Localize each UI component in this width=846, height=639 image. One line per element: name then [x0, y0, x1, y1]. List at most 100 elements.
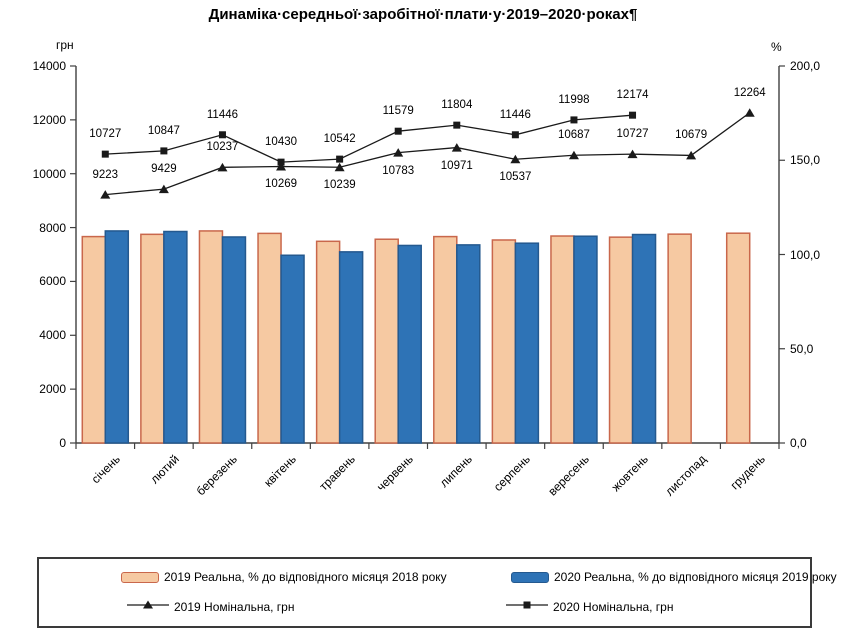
line-point-value-label: 10727 — [616, 128, 649, 141]
line-point-value-label: 11579 — [382, 105, 414, 118]
legend-item-2020-nominal: 2020 Номінальна, грн — [506, 599, 674, 614]
square-marker — [394, 127, 402, 135]
triangle-marker — [744, 108, 755, 117]
line-point-value-label: 11998 — [558, 93, 590, 106]
line-point-value-label: 10847 — [147, 124, 180, 137]
square-marker — [453, 121, 461, 129]
right-axis-tick-label: 150,0 — [790, 153, 821, 168]
legend-item-2019-nominal: 2019 Номінальна, грн — [127, 599, 295, 614]
left-axis-unit-label: грн — [56, 38, 74, 52]
line-point-value-label: 9429 — [151, 163, 177, 176]
square-marker — [570, 116, 578, 124]
left-axis-tick-label: 0 — [59, 436, 66, 450]
left-axis-tick-label: 10000 — [32, 166, 66, 181]
legend-item-2020-real: 2020 Реальна, % до відповідного місяця 2… — [511, 570, 837, 584]
line-point-value-label: 10679 — [675, 129, 708, 142]
bar-2019-real — [725, 232, 751, 444]
bar-2019-real — [374, 238, 399, 444]
square-marker — [511, 131, 519, 139]
legend-item-2019-real: 2019 Реальна, % до відповідного місяця 2… — [121, 570, 447, 584]
bar-2019-real — [491, 239, 517, 444]
triangle-marker — [276, 161, 287, 171]
chart-plot-area: 14000 12000 10000 8000 6000 4000 2000 0 200,0 150… — [32, 59, 821, 499]
triangle-marker — [217, 162, 228, 172]
legend-swatch-2020-real-bar — [511, 571, 549, 583]
bar-2020-real — [221, 236, 247, 444]
square-marker — [160, 147, 168, 155]
legend-triangle-line-icon — [127, 599, 169, 614]
bar-2019-real — [550, 235, 575, 444]
left-axis-tick-label: 2000 — [39, 382, 66, 397]
line-point-value-label: 10237 — [206, 141, 239, 154]
square-marker — [101, 150, 109, 158]
left-axis-tick-label: 14000 — [32, 59, 66, 73]
bar-2019-real — [608, 236, 634, 444]
left-axis-tick-label: 12000 — [32, 112, 66, 127]
bar-2020-real — [631, 233, 657, 444]
right-axis-tick-label: 100,0 — [790, 247, 821, 262]
legend-square-line-icon — [506, 599, 548, 614]
line-point-value-label: 10783 — [382, 164, 415, 177]
triangle-marker — [393, 148, 404, 157]
triangle-marker — [510, 154, 521, 164]
bar-2020-real — [514, 242, 540, 444]
line-point-value-label: 10430 — [265, 136, 298, 149]
right-axis-tick-label: 50,0 — [790, 341, 814, 356]
line-point-value-label: 10727 — [89, 128, 122, 141]
bar-2020-real — [338, 251, 364, 444]
right-axis-tick-label: 200,0 — [790, 59, 821, 73]
triangle-marker — [627, 149, 638, 159]
triangle-marker — [686, 150, 697, 160]
line-point-value-label: 12174 — [616, 89, 649, 102]
bar-2019-real — [433, 235, 458, 444]
line-point-value-label: 10687 — [557, 129, 590, 142]
square-marker — [336, 155, 344, 163]
bar-2020-real — [456, 244, 481, 444]
bar-2020-real — [280, 254, 305, 444]
line-point-value-label: 11446 — [206, 108, 239, 121]
line-point-value-label: 11446 — [499, 108, 531, 121]
legend-label-2019-real: 2019 Реальна, % до відповідного місяця 2… — [164, 570, 447, 584]
bar-2020-real — [573, 235, 598, 444]
left-axis-tick-label: 4000 — [39, 328, 66, 343]
triangle-marker — [100, 190, 111, 199]
bar-2019-real — [140, 233, 165, 444]
triangle-marker — [334, 162, 345, 172]
triangle-marker — [568, 150, 579, 160]
line-point-value-label: 10239 — [323, 179, 356, 192]
line-point-value-label: 9223 — [92, 168, 119, 181]
line-point-value-label: 10269 — [265, 178, 298, 191]
legend-swatch-2019-real-bar — [121, 571, 159, 583]
line-2019-nominal — [105, 112, 751, 196]
legend-label-2020-real: 2020 Реальна, % до відповідного місяця 2… — [554, 570, 837, 584]
triangle-marker — [451, 143, 462, 152]
square-marker — [277, 158, 285, 166]
line-point-value-label: 10537 — [499, 171, 532, 184]
bar-2019-real — [315, 240, 341, 444]
square-marker — [218, 131, 226, 139]
chart-legend: 2019 Реальна, % до відповідного місяця 2… — [37, 557, 837, 628]
chart-canvas — [70, 65, 785, 449]
right-axis-unit-label: % — [771, 40, 782, 54]
left-axis-tick-label: 8000 — [39, 220, 66, 235]
chart-title: Динаміка·середньої·заробітної·плати·у·20… — [208, 6, 638, 23]
line-point-value-label: 12264 — [733, 86, 766, 99]
line-point-value-label: 10542 — [323, 133, 356, 146]
line-point-value-label: 11804 — [441, 99, 473, 112]
bar-2020-real — [163, 230, 188, 444]
legend-label-2019-nominal: 2019 Номінальна, грн — [174, 599, 295, 614]
square-marker — [629, 111, 637, 119]
line-2020-nominal — [105, 114, 633, 163]
bar-2020-real — [397, 244, 422, 444]
line-point-value-label: 10971 — [440, 159, 473, 172]
left-axis-tick-label: 6000 — [39, 274, 66, 289]
bar-2020-real — [104, 230, 130, 444]
bar-2019-real — [198, 230, 224, 444]
legend-label-2020-nominal: 2020 Номінальна, грн — [553, 599, 674, 614]
bar-2019-real — [81, 235, 107, 444]
bar-2019-real — [667, 233, 692, 444]
bar-2019-real — [257, 232, 282, 444]
right-axis-tick-label: 0,0 — [790, 436, 807, 450]
triangle-marker — [158, 184, 169, 194]
